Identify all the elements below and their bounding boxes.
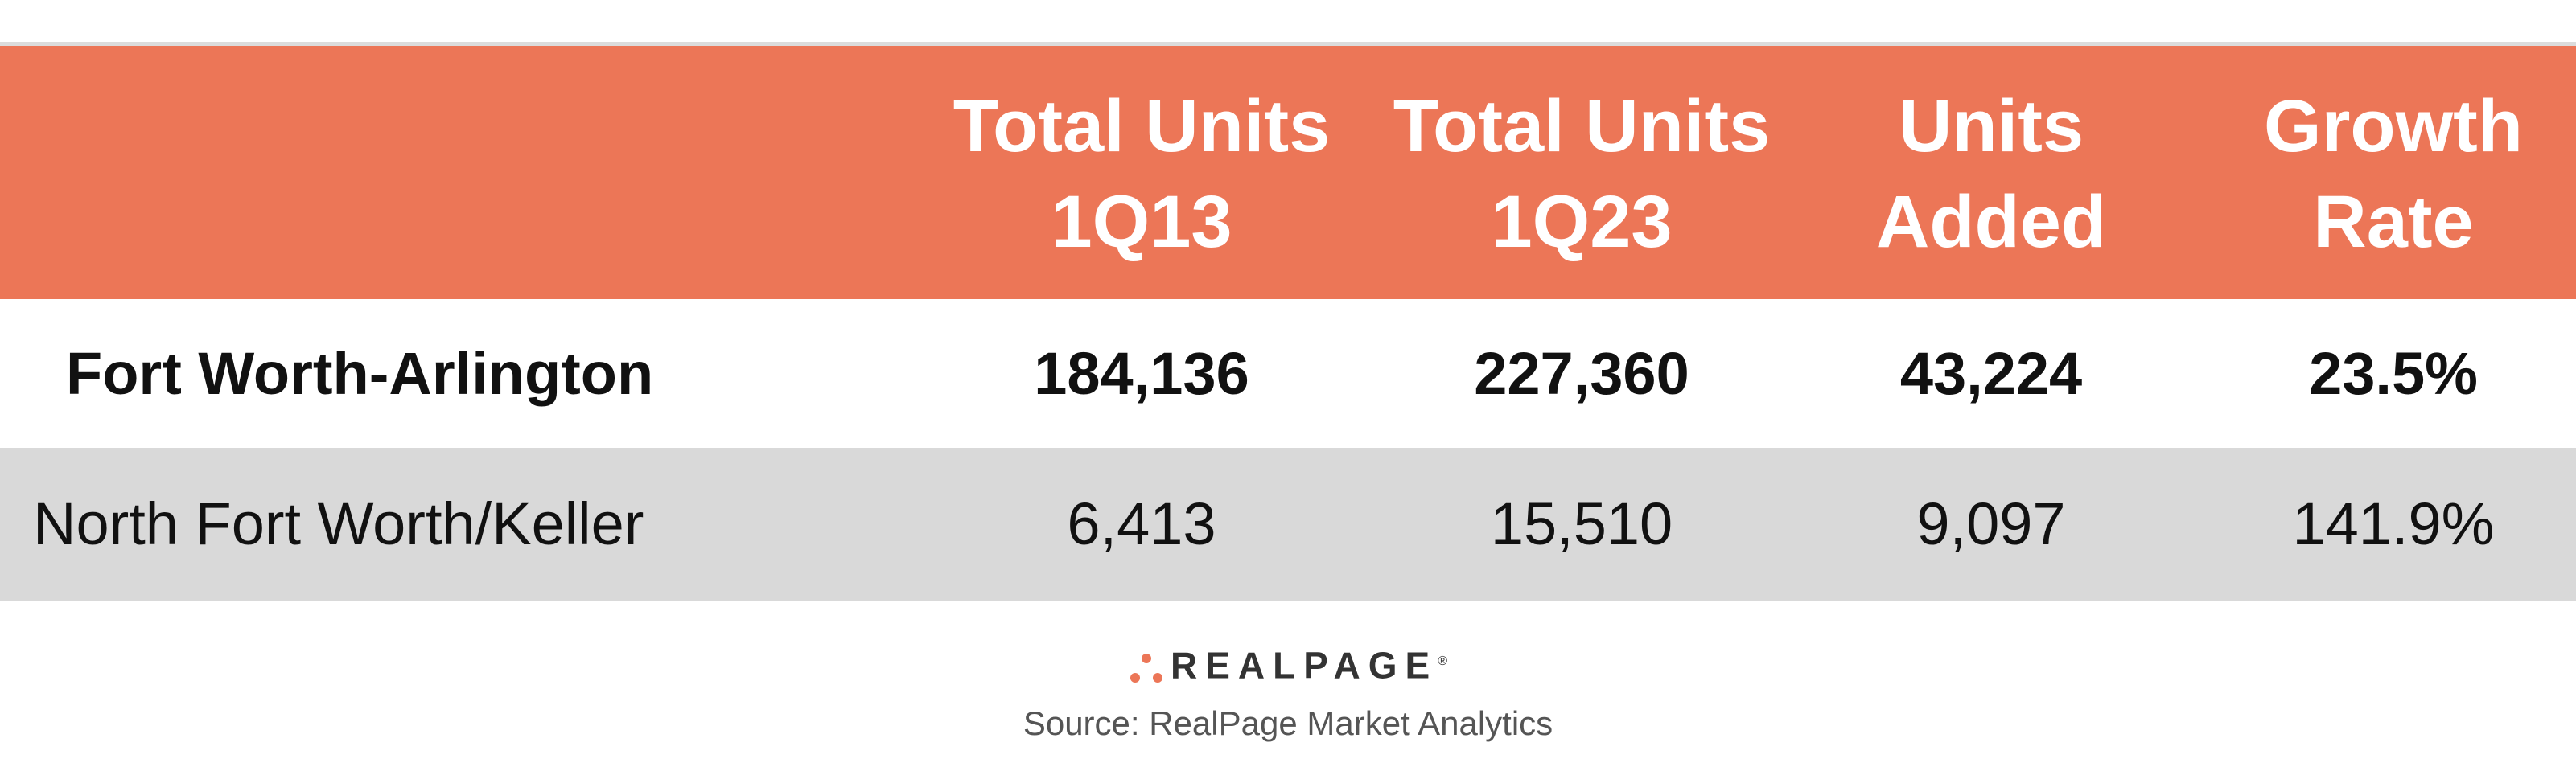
table-row: Fort Worth-Arlington 184,136 227,360 43,224… — [0, 299, 2576, 448]
dot — [1153, 673, 1163, 683]
table-row: North Fort Worth/Keller 6,413 15,510 9,097 1… — [0, 448, 2576, 601]
logo: REALPAGE® — [0, 639, 2576, 687]
table-cell: 43,224 — [1899, 339, 2083, 407]
logo-text: REALPAGE — [1171, 644, 1438, 687]
column-header: Units — [1899, 85, 2084, 167]
dot — [1142, 654, 1152, 664]
column-header: Growth — [2264, 85, 2523, 167]
table-cell: 6,413 — [1067, 490, 1216, 557]
table-cell: 15,510 — [1490, 490, 1673, 557]
column-header: 1Q23 — [1491, 181, 1673, 263]
table-cell: 23.5% — [2309, 339, 2478, 407]
row-label: Fort Worth-Arlington — [66, 339, 654, 407]
top-rule — [0, 42, 2576, 46]
column-header: Total Units — [953, 85, 1331, 167]
row-label: North Fort Worth/Keller — [33, 490, 644, 557]
source-note: Source: RealPage Market Analytics — [1023, 704, 1553, 742]
logo-dots — [1129, 652, 1164, 684]
column-header: Rate — [2313, 181, 2474, 263]
logo-mark: ® — [1438, 654, 1447, 668]
table-cell: 184,136 — [1034, 339, 1249, 407]
table-cell: 141.9% — [2292, 490, 2495, 557]
table-header: Total Units 1Q13 Total Units 1Q23 Units Added… — [0, 46, 2576, 299]
table-cell: 9,097 — [1916, 490, 2066, 557]
table-cell: 227,360 — [1474, 339, 1689, 407]
column-header: Added — [1875, 181, 2107, 263]
column-header: 1Q13 — [1051, 181, 1232, 263]
column-header: Total Units — [1393, 85, 1771, 167]
dot — [1130, 673, 1141, 683]
